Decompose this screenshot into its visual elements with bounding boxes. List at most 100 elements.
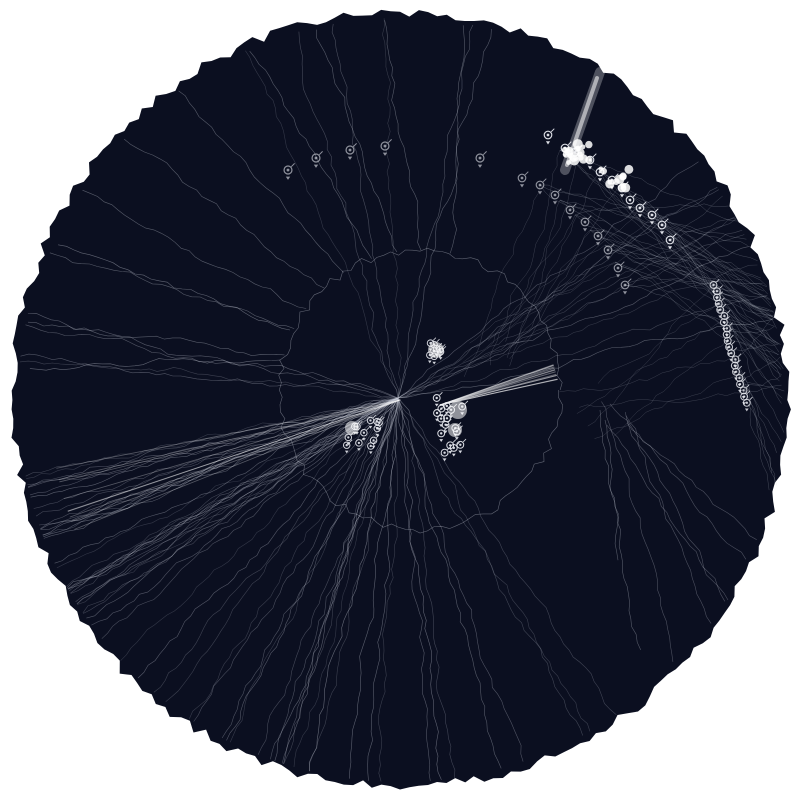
marker-tick-icon [746,384,750,388]
marker-tick-icon [318,151,323,156]
cluster-line [597,302,718,384]
glow-streak [439,378,558,406]
faint-node-marker [345,143,357,160]
target-dot-icon [372,439,375,442]
target-dot-icon [376,427,379,430]
triangle-down-icon [537,191,543,195]
radial-line [76,397,399,605]
triangle-down-icon [605,256,611,260]
marker-tick-icon [664,218,669,223]
marker-tick-icon [482,151,487,156]
radial-line [221,397,399,739]
node-marker [719,316,730,331]
radial-line [378,397,399,782]
target-dot-icon [742,389,745,392]
radial-line [397,29,492,399]
target-ring-icon [712,287,721,296]
marker-tick-icon [387,139,392,144]
target-dot-icon [362,431,366,434]
target-ring-icon [380,141,390,151]
cluster-line [720,314,780,345]
radial-line [66,397,399,587]
marker-tick-icon [726,316,730,320]
node-marker [355,437,365,451]
glow-streak [439,379,558,406]
node-marker [565,203,577,220]
radial-line [397,397,591,732]
marker-tick-icon [443,427,448,431]
target-ring-icon [716,305,725,314]
target-ring-icon [475,153,485,163]
target-ring-icon [565,205,575,215]
triangle-down-icon [369,451,373,455]
triangle-down-icon [434,403,439,407]
cluster-line [559,149,777,319]
cluster-line [508,184,621,347]
radial-line [83,397,399,614]
target-ring-icon [709,281,718,289]
glow-streak [439,366,555,406]
marker-tick-icon [730,334,734,339]
radial-line [54,397,399,564]
cluster-line [539,184,782,370]
node-marker [580,215,592,232]
node-marker [709,278,720,294]
glow-streak [67,399,401,512]
node-marker [535,178,547,195]
target-ring-icon [593,231,603,241]
cluster-line [579,154,777,369]
node-marker [366,414,377,429]
cluster-line [486,214,576,349]
triangle-down-icon [347,156,353,160]
radial-line [226,397,399,741]
marker-tick-icon [379,415,383,420]
radial-line [298,31,399,399]
cluster-line [722,320,782,404]
rim-line [604,419,620,561]
highlight-blob [580,144,586,150]
target-ring-icon [446,441,455,450]
node-markers-layer [283,128,753,462]
radial-line [397,187,718,399]
rim-line [316,29,398,253]
target-dot-icon [459,443,462,447]
target-dot-icon [546,133,550,137]
target-dot-icon [345,444,348,447]
triangle-down-icon [448,451,453,454]
wandering-lines-layer [19,18,785,782]
triangle-down-icon [637,214,643,218]
target-ring-icon [369,436,378,445]
node-marker [657,218,669,235]
target-dot-icon [445,417,449,420]
radial-line [68,397,399,590]
marker-tick-icon [361,437,365,441]
triangle-down-icon [582,228,588,232]
cluster-line [604,244,770,299]
node-marker [342,439,353,454]
marker-tick-icon [542,178,547,183]
marker-tick-icon [462,438,467,443]
rim-line [178,90,344,273]
target-ring-icon [735,374,744,382]
marker-tick-icon [379,422,383,427]
glow-streak [69,399,401,518]
target-dot-icon [435,411,439,415]
triangle-down-icon [285,176,291,180]
cluster-line [559,199,748,246]
marker-tick-icon [449,399,453,404]
target-dot-icon [568,208,572,212]
node-marker [446,439,457,454]
cluster-line [669,239,780,353]
highlight-blob [585,140,593,149]
cluster-line [599,171,768,295]
glow-streak [71,399,401,522]
cluster-line [654,217,774,327]
triangle-down-icon [344,450,349,454]
radial-line [67,397,399,589]
target-dot-icon [715,296,719,299]
highlight-blob [449,401,467,419]
cluster-line [463,184,541,377]
cluster-line [669,195,723,241]
marker-tick-icon [366,427,370,431]
